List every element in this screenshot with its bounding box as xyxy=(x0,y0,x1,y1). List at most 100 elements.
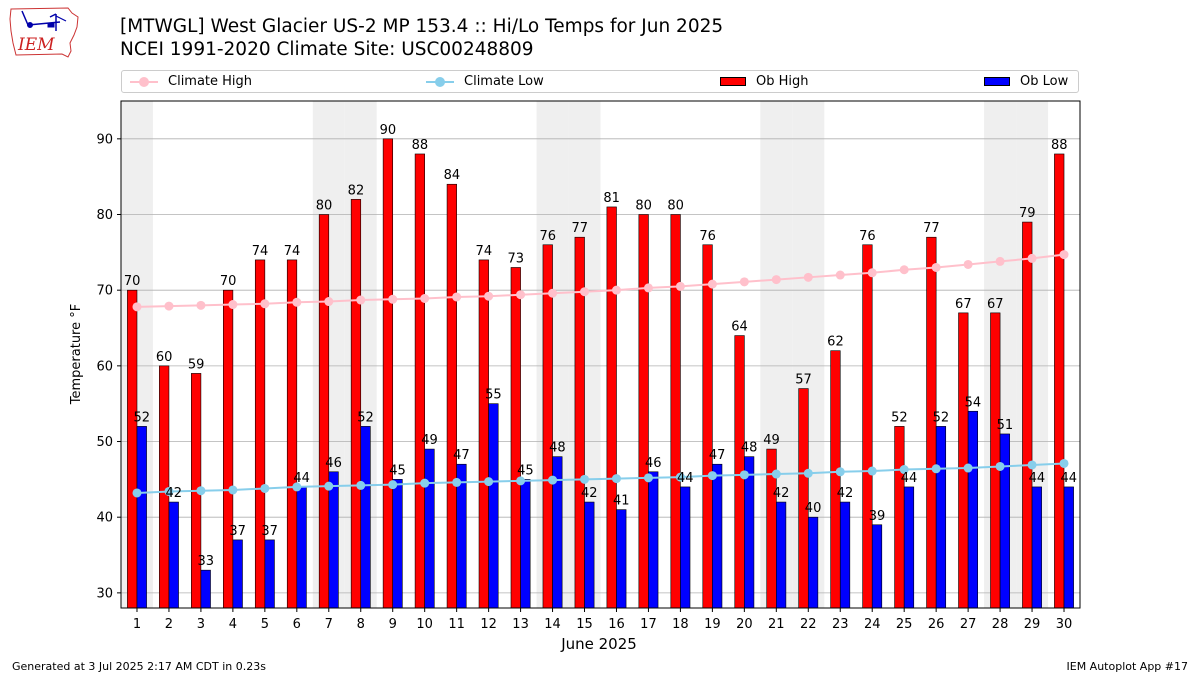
label-ob-low-day-26: 52 xyxy=(933,410,950,425)
x-tick-label-7: 7 xyxy=(325,617,333,632)
label-ob-high-day-20: 64 xyxy=(731,320,748,335)
point-climate-low-day-5 xyxy=(260,483,270,493)
x-tick-label-15: 15 xyxy=(576,617,593,632)
bar-ob-high-day-19 xyxy=(702,244,713,609)
point-climate-high-day-19 xyxy=(707,279,717,289)
point-climate-low-day-18 xyxy=(675,472,685,482)
point-climate-low-day-21 xyxy=(771,469,781,479)
point-climate-high-day-29 xyxy=(1027,253,1037,263)
logo-text: IEM xyxy=(17,35,55,55)
label-ob-high-day-7: 80 xyxy=(316,199,333,214)
label-ob-low-day-10: 49 xyxy=(421,433,438,448)
point-climate-low-day-7 xyxy=(324,481,334,491)
x-tick-label-23: 23 xyxy=(832,617,849,632)
bar-ob-high-day-5 xyxy=(254,259,266,609)
point-climate-high-day-23 xyxy=(835,270,845,280)
bar-ob-low-day-6 xyxy=(296,486,307,609)
point-climate-low-day-2 xyxy=(164,486,174,496)
point-climate-high-day-30 xyxy=(1059,250,1069,260)
point-climate-low-day-24 xyxy=(867,466,877,476)
label-ob-high-day-12: 74 xyxy=(476,244,493,259)
weather-station-icon xyxy=(21,10,67,31)
point-climate-high-day-7 xyxy=(324,297,334,307)
bar-ob-low-day-2 xyxy=(168,501,179,609)
label-ob-low-day-27: 54 xyxy=(965,395,982,410)
legend: Climate High Climate Low Ob High Ob Low xyxy=(121,70,1079,93)
bar-ob-high-day-13 xyxy=(510,267,521,609)
point-climate-high-day-27 xyxy=(963,259,973,269)
x-tick-label-27: 27 xyxy=(960,617,977,632)
bar-ob-low-day-25 xyxy=(903,486,915,609)
label-ob-low-day-20: 48 xyxy=(741,441,758,456)
label-ob-high-day-10: 88 xyxy=(412,138,429,153)
bar-ob-high-day-3 xyxy=(191,373,202,609)
point-climate-high-day-6 xyxy=(292,297,302,307)
legend-item-climate-low: Climate Low xyxy=(426,71,544,92)
y-tick-label-50: 50 xyxy=(96,435,113,450)
point-climate-high-day-8 xyxy=(356,295,366,305)
bar-ob-low-day-13 xyxy=(520,479,531,609)
point-climate-low-day-8 xyxy=(356,480,366,490)
x-tick-label-16: 16 xyxy=(608,617,625,632)
weekend-shade-day-21 xyxy=(760,101,793,608)
label-ob-low-day-23: 42 xyxy=(837,486,854,501)
point-climate-low-day-1 xyxy=(132,488,142,498)
bar-ob-high-day-27 xyxy=(958,312,969,609)
weekend-shade-day-7 xyxy=(312,101,345,608)
x-tick-label-29: 29 xyxy=(1024,617,1041,632)
label-ob-high-day-17: 80 xyxy=(635,199,652,214)
bar-ob-low-day-19 xyxy=(712,463,723,609)
point-climate-low-day-3 xyxy=(196,486,206,496)
x-tick-label-1: 1 xyxy=(133,617,141,632)
point-climate-low-day-14 xyxy=(548,475,558,485)
bar-ob-low-day-16 xyxy=(616,509,627,609)
label-ob-low-day-22: 40 xyxy=(805,501,822,516)
x-tick-label-3: 3 xyxy=(197,617,205,632)
point-climate-high-day-9 xyxy=(388,294,398,304)
x-tick-label-11: 11 xyxy=(448,617,465,632)
x-tick-label-19: 19 xyxy=(704,617,721,632)
bar-ob-low-day-15 xyxy=(584,501,595,609)
bar-ob-low-day-3 xyxy=(200,569,211,609)
point-climate-low-day-15 xyxy=(580,474,590,484)
point-climate-low-day-26 xyxy=(931,464,941,474)
bar-ob-low-day-18 xyxy=(680,486,691,609)
point-climate-low-day-12 xyxy=(484,477,494,487)
label-ob-low-day-1: 52 xyxy=(134,410,151,425)
bar-ob-low-day-5 xyxy=(264,539,275,609)
legend-marker-climate-high xyxy=(130,76,158,87)
legend-item-ob-high: Ob High xyxy=(720,71,809,92)
point-climate-high-day-15 xyxy=(580,287,590,297)
x-tick-label-12: 12 xyxy=(480,617,497,632)
label-ob-low-day-3: 33 xyxy=(197,554,214,569)
bar-ob-low-day-26 xyxy=(935,426,947,609)
point-climate-high-day-24 xyxy=(867,268,877,278)
label-ob-high-day-23: 62 xyxy=(827,335,844,350)
x-tick-label-24: 24 xyxy=(864,617,881,632)
x-tick-label-9: 9 xyxy=(389,617,397,632)
label-ob-high-day-24: 76 xyxy=(859,229,876,244)
point-climate-high-day-17 xyxy=(643,283,653,293)
chart-title: [MTWGL] West Glacier US-2 MP 153.4 :: Hi… xyxy=(120,16,724,37)
point-climate-high-day-21 xyxy=(771,275,781,285)
bar-ob-low-day-14 xyxy=(552,456,563,609)
x-axis-label: June 2025 xyxy=(560,635,637,653)
x-tick-label-26: 26 xyxy=(928,617,945,632)
bar-ob-low-day-4 xyxy=(232,539,243,609)
x-tick-label-2: 2 xyxy=(165,617,173,632)
bar-ob-high-day-16 xyxy=(606,206,617,609)
x-tick-label-28: 28 xyxy=(992,617,1009,632)
bar-ob-high-day-12 xyxy=(478,259,489,609)
bar-ob-low-day-20 xyxy=(744,456,755,609)
label-ob-high-day-27: 67 xyxy=(955,297,972,312)
bar-ob-low-day-29 xyxy=(1031,486,1042,609)
x-tick-label-6: 6 xyxy=(293,617,301,632)
point-climate-high-day-1 xyxy=(132,302,142,312)
legend-label-climate-high: Climate High xyxy=(168,74,253,89)
point-climate-high-day-5 xyxy=(260,299,270,309)
bar-ob-low-day-10 xyxy=(424,448,435,609)
point-climate-high-day-25 xyxy=(899,265,909,275)
legend-marker-ob-high xyxy=(720,77,746,86)
